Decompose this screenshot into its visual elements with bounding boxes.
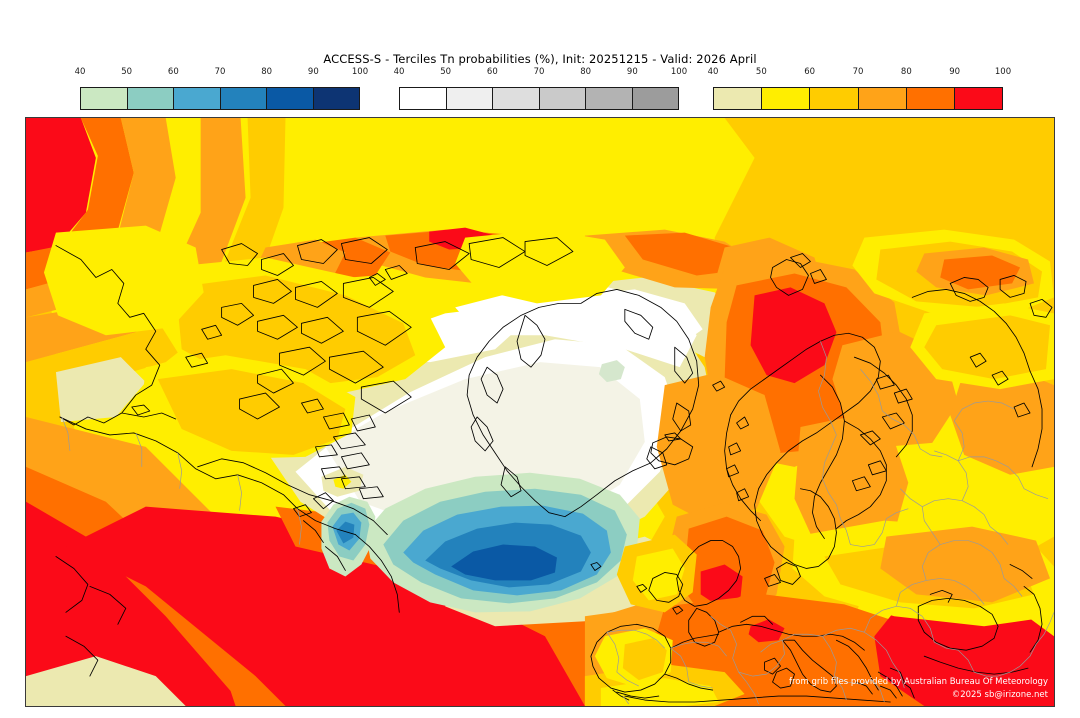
probability-heatmap <box>26 118 1054 706</box>
colorbar-tick-label: 90 <box>626 67 638 77</box>
colorbar-segment <box>446 88 493 109</box>
colorbar-strip <box>399 87 679 110</box>
colorbar-tick-label: 90 <box>949 67 961 77</box>
colorbar-segment <box>858 88 907 109</box>
colorbar-segment <box>954 88 1003 109</box>
colorbar-tick-label: 80 <box>580 67 592 77</box>
page-title: ACCESS-S - Terciles Tn probabilities (%)… <box>323 52 757 66</box>
colorbar-segment <box>267 88 314 109</box>
colorbar-tick-label: 90 <box>307 67 319 77</box>
colorbar-tick-label: 40 <box>393 67 405 77</box>
colorbar-segment <box>632 88 678 109</box>
colorbar-tick-label: 50 <box>121 67 133 77</box>
colorbar-strip <box>80 87 360 110</box>
colorbar-tick-label: 60 <box>486 67 498 77</box>
contour-fill-layer <box>26 118 1054 706</box>
colorbar-below-normal-tercile: 40 50 60 70 80 90 100 <box>75 67 369 113</box>
colorbar-strip <box>713 87 1003 110</box>
colorbar-tick-label: 40 <box>74 67 86 77</box>
coastline-layer <box>55 237 1053 703</box>
colorbar-segment <box>906 88 955 109</box>
colorbar-segment <box>714 88 763 109</box>
colorbar-tick-label: 60 <box>167 67 179 77</box>
colorbar-tick-label: 60 <box>804 67 816 77</box>
colorbar-tick-labels: 40 50 60 70 80 90 100 <box>394 67 688 81</box>
colorbar-segment <box>539 88 586 109</box>
colorbar-segment <box>313 88 359 109</box>
colorbar-near-normal-tercile: 40 50 60 70 80 90 100 <box>394 67 688 113</box>
colorbar-segment <box>586 88 633 109</box>
colorbar-segment <box>127 88 174 109</box>
colorbar-tick-label: 40 <box>707 67 719 77</box>
political-border-layer <box>61 341 1054 705</box>
colorbar-tick-label: 100 <box>351 67 369 77</box>
colorbar-tick-labels: 40 50 60 70 80 90 100 <box>708 67 1012 81</box>
colorbar-tick-label: 80 <box>900 67 912 77</box>
colorbar-tick-label: 70 <box>852 67 864 77</box>
colorbar-segment <box>810 88 859 109</box>
colorbar-tick-label: 50 <box>755 67 767 77</box>
colorbar-tick-label: 100 <box>670 67 688 77</box>
colorbar-segment <box>220 88 267 109</box>
colorbar-tick-label: 70 <box>214 67 226 77</box>
colorbar-segment <box>400 88 447 109</box>
colorbar-tick-label: 50 <box>440 67 452 77</box>
colorbar-segment <box>493 88 540 109</box>
colorbar-tick-label: 70 <box>533 67 545 77</box>
colorbar-tick-label: 80 <box>261 67 273 77</box>
colorbar-tick-labels: 40 50 60 70 80 90 100 <box>75 67 369 81</box>
colorbar-segment <box>81 88 128 109</box>
colorbar-segment <box>174 88 221 109</box>
colorbar-tick-label: 100 <box>994 67 1012 77</box>
map-plot-area: from grib files provided by Australian B… <box>25 117 1055 707</box>
colorbar-above-normal-tercile: 40 50 60 70 80 90 100 <box>708 67 1012 113</box>
colorbar-segment <box>762 88 811 109</box>
